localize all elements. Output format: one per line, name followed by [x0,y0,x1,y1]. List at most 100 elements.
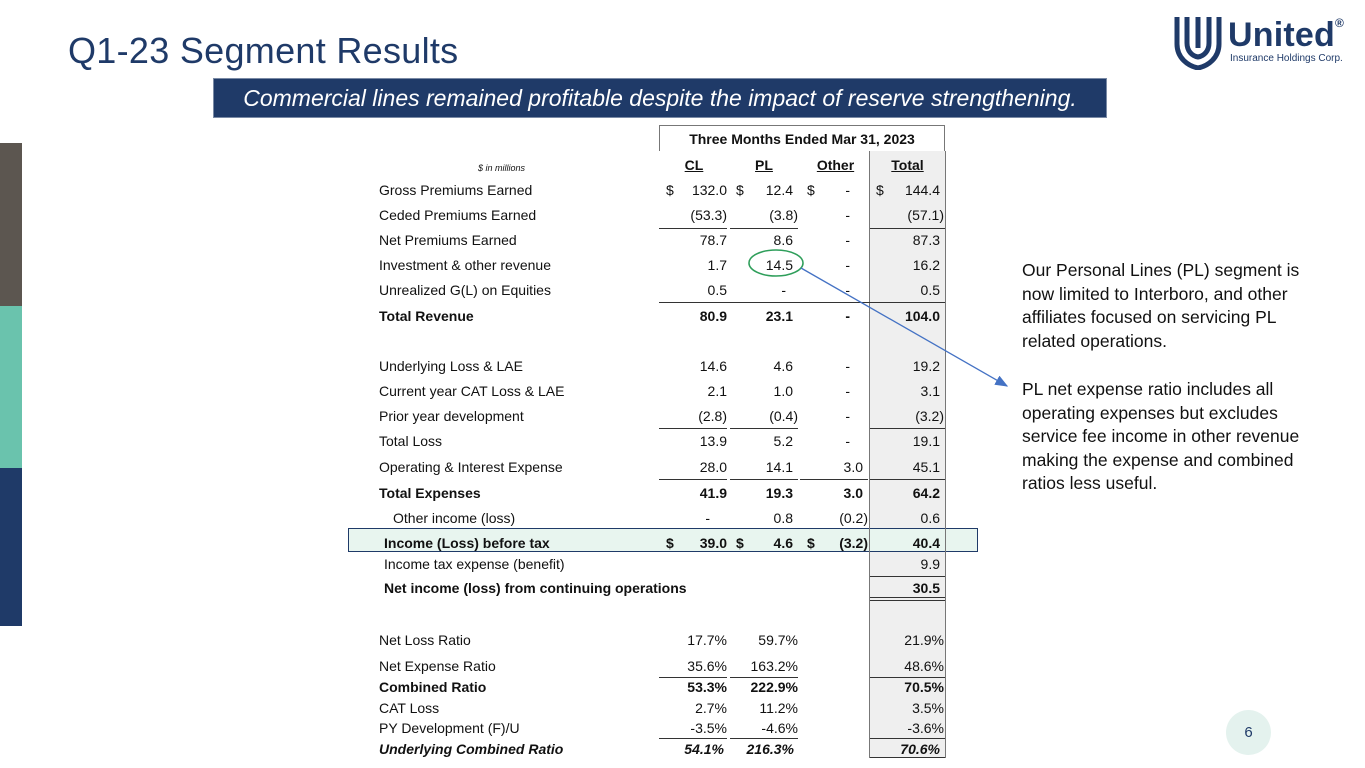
united-shield-icon [1174,17,1222,70]
cell-other: - [845,433,850,449]
total-col-right-border [945,151,946,758]
cell-cl: 14.6 [699,358,727,374]
cell-total: 3.5% [912,700,944,716]
total-column-shading [870,151,945,758]
row-label: Net Premiums Earned [379,232,517,248]
cell-other: - [845,383,850,399]
subtotal-rule [870,479,945,480]
cell-cl: 17.7% [687,632,727,648]
cell-pl: 12.4 [765,182,793,198]
cell-cl: -3.5% [690,720,727,736]
row-label: Operating & Interest Expense [379,459,563,475]
row-label: Total Revenue [379,308,474,324]
cell-total: 0.5 [920,282,940,298]
row-label: Total Expenses [379,485,481,501]
cell-pl: 8.6 [773,232,793,248]
cell-total: -3.6% [907,720,944,736]
subtotal-rule [659,677,727,678]
income-before-tax-highlight [348,528,978,552]
cell-other: - [845,232,850,248]
cell-cl: 80.9 [699,308,727,324]
row-label: Net Expense Ratio [379,658,496,674]
currency-symbol: $ [666,182,674,198]
subtotal-rule [730,228,798,229]
row-label: Combined Ratio [379,679,487,695]
cell-cl: 1.7 [707,257,727,273]
cell-cl: 54.1% [684,741,724,757]
cell-pl: 222.9% [750,679,798,695]
double-rule [870,597,945,598]
cell-pl: 4.6 [773,358,793,374]
row-label: Total Loss [379,433,443,449]
cell-total: 9.9 [920,556,940,572]
cell-other: - [845,207,850,223]
units-note: $ in millions [478,163,526,173]
bottom-rule [870,757,945,758]
company-logo: United® Insurance Holdings Corp. [1174,14,1354,72]
cell-total: 21.9% [904,632,944,648]
cell-pl: (0.4) [769,408,798,424]
col-header-other: Other [816,157,855,173]
subtotal-rule [870,428,945,429]
cell-cl: 13.9 [699,433,727,449]
cell-total: 48.6% [904,658,944,674]
subtotal-rule [870,738,945,739]
cell-total: 19.1 [912,433,940,449]
cell-pl: 163.2% [750,658,798,674]
subtotal-rule [800,479,868,480]
cell-other: (0.2) [839,510,868,526]
cell-cl: 53.3% [687,679,727,695]
row-label: Net income (loss) from continuing operat… [384,580,687,596]
col-header-pl: PL [755,157,773,173]
cell-pl: 4.6 [773,535,793,551]
subtotal-rule [870,228,945,229]
cell-cl: - [705,510,710,526]
cell-pl: 14.5 [765,257,793,273]
cell-total: 64.2 [912,485,940,501]
callout-paragraph-1: Our Personal Lines (PL) segment is now l… [1022,260,1300,351]
cell-pl: 216.3% [746,741,794,757]
logo-subtitle: Insurance Holdings Corp. [1230,53,1343,64]
cell-cl: 132.0 [691,182,727,198]
subtotal-rule [659,302,945,303]
cell-other: 3.0 [843,459,863,475]
subtotal-rule [659,479,727,480]
cell-total: 104.0 [904,308,940,324]
subtotal-rule [870,576,945,577]
cell-cl: 41.9 [699,485,727,501]
row-label: Current year CAT Loss & LAE [379,383,565,399]
currency-symbol: $ [736,535,744,551]
cell-pl: 1.0 [773,383,793,399]
cell-total: (3.2) [915,408,944,424]
cell-cl: 35.6% [687,658,727,674]
cell-total: 30.5 [912,580,940,596]
cell-total: 45.1 [912,459,940,475]
row-label: Underlying Loss & LAE [379,358,523,374]
side-stripe-taupe [0,143,22,306]
currency-symbol: $ [807,535,815,551]
logo-brand: United® [1228,16,1344,55]
subtotal-rule [730,738,798,739]
logo-brand-text: United [1228,16,1335,54]
period-header-box [659,125,945,151]
cell-pl: 23.1 [765,308,793,324]
cell-pl: 11.2% [759,700,798,716]
cell-total: 70.5% [904,679,944,695]
page-number: 6 [1226,710,1271,755]
subtotal-rule [659,428,727,429]
cell-total: (57.1) [907,207,944,223]
currency-symbol: $ [876,182,884,198]
col-header-cl: CL [684,157,704,173]
cell-pl: -4.6% [761,720,798,736]
subtotal-rule [870,677,945,678]
currency-symbol: $ [666,535,674,551]
col-header-total: Total [891,157,924,173]
cell-cl: 78.7 [699,232,727,248]
row-label: Other income (loss) [393,510,516,526]
cell-other: - [845,282,850,298]
row-label: Net Loss Ratio [379,632,471,648]
cell-cl: (53.3) [690,207,727,223]
side-stripe-navy [0,468,22,626]
logo-registered-mark: ® [1334,16,1345,30]
page-title: Q1-23 Segment Results [68,30,459,71]
